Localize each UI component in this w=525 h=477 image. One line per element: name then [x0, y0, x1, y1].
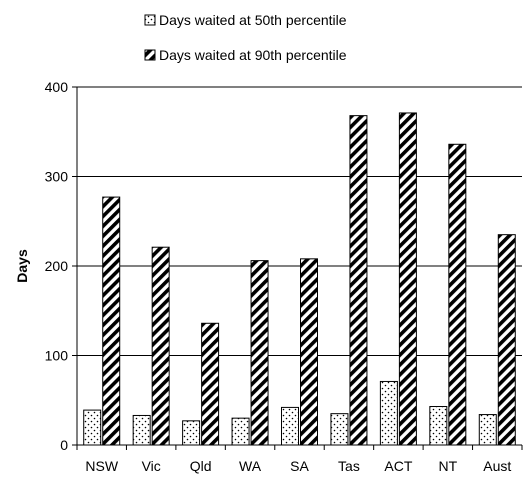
legend-swatch-2	[144, 49, 156, 61]
bar-act-series-1	[379, 380, 398, 446]
bars	[83, 112, 516, 446]
bar-nsw-series-1	[83, 409, 102, 446]
bar-wa-series-1	[231, 417, 250, 446]
x-tick-label-act: ACT	[384, 458, 412, 474]
bar-nt-series-1	[429, 406, 448, 446]
legend-swatch-1	[144, 14, 156, 26]
y-tick-label-400: 400	[45, 79, 69, 95]
legend: Days waited at 50th percentile Days waite…	[144, 12, 347, 63]
bar-nt-series-2	[448, 143, 467, 446]
y-tick-label-0: 0	[60, 437, 68, 453]
y-tick-label-200: 200	[45, 258, 69, 274]
bar-act-series-2	[398, 112, 417, 446]
bar-nsw-series-2	[102, 196, 121, 446]
bar-tas-series-1	[330, 413, 349, 446]
bar-tas-series-2	[349, 115, 368, 446]
legend-label-1: Days waited at 50th percentile	[159, 12, 347, 28]
y-tick-labels: 0 100 200 300 400	[45, 79, 69, 453]
y-tick-label-100: 100	[45, 348, 69, 364]
x-tick-label-aust: Aust	[483, 458, 511, 474]
y-tick-label-300: 300	[45, 169, 69, 185]
bar-qld-series-1	[182, 420, 201, 446]
legend-label-2: Days waited at 90th percentile	[159, 47, 347, 63]
x-tick-label-qld: Qld	[190, 458, 212, 474]
x-tick-label-vic: Vic	[142, 458, 161, 474]
bar-sa-series-1	[281, 406, 299, 446]
bar-vic-series-1	[132, 414, 151, 446]
bar-qld-series-2	[201, 322, 220, 446]
bar-vic-series-2	[151, 246, 170, 446]
x-tick-label-tas: Tas	[338, 458, 360, 474]
x-tick-labels: NSW Vic Qld WA SA Tas ACT NT Aust	[85, 458, 511, 474]
bar-aust-series-2	[497, 234, 516, 446]
x-tick-label-nsw: NSW	[85, 458, 118, 474]
x-tick-label-nt: NT	[438, 458, 457, 474]
bar-sa-series-2	[300, 258, 318, 446]
bar-wa-series-2	[250, 260, 269, 446]
gridlines	[77, 86, 522, 356]
x-tick-label-sa: SA	[290, 458, 309, 474]
x-tick-label-wa: WA	[239, 458, 262, 474]
axes	[72, 86, 523, 450]
y-axis-title: Days	[14, 249, 30, 283]
bar-aust-series-1	[478, 414, 497, 446]
